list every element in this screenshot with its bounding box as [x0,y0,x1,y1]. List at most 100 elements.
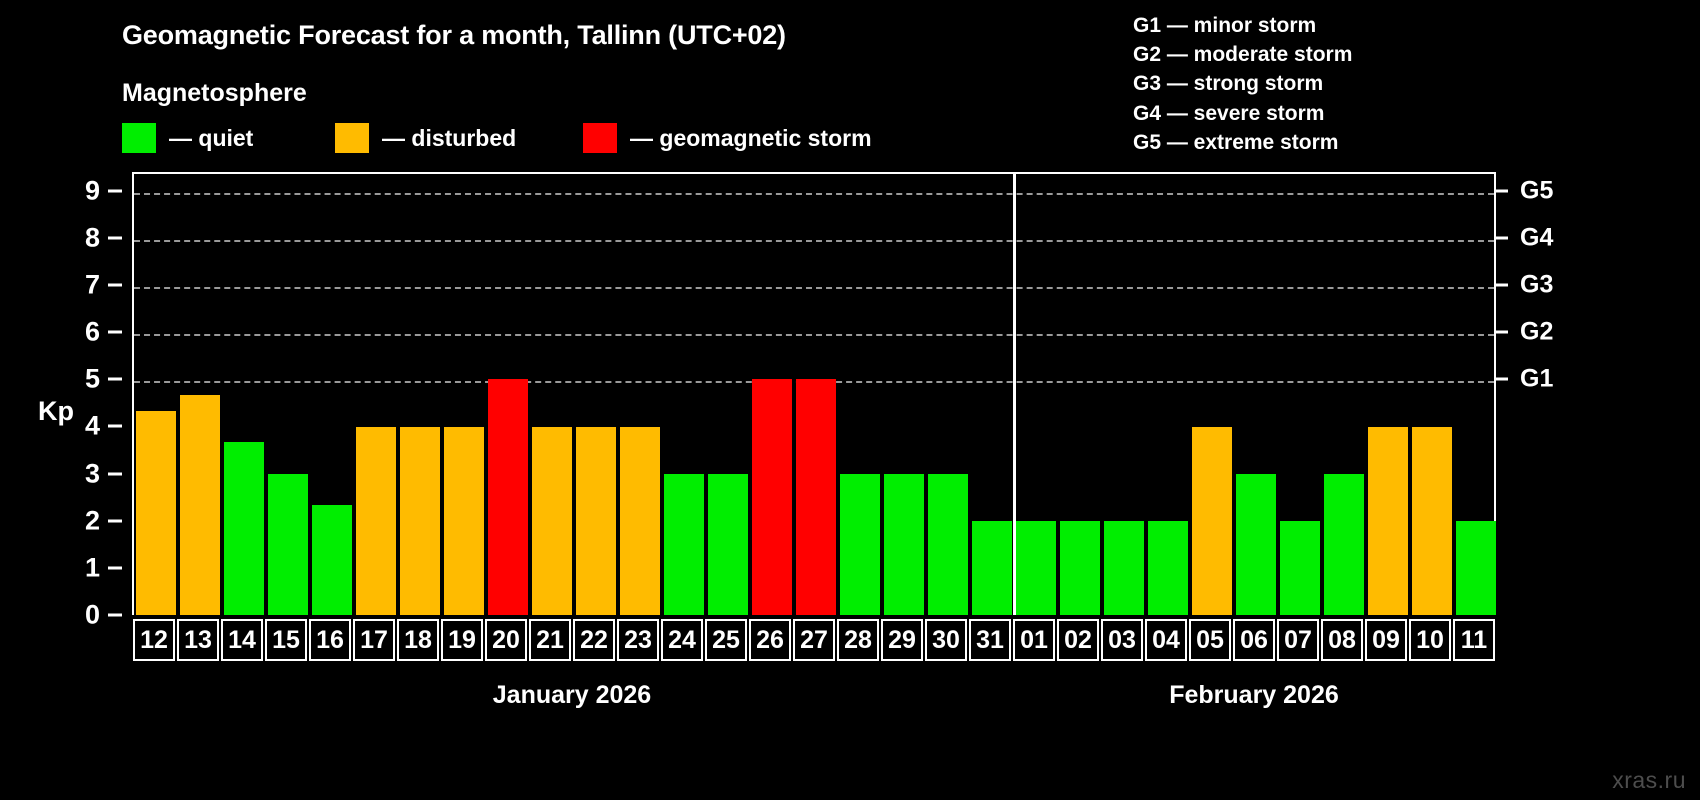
day-label-16[interactable]: 16 [309,619,351,661]
bar-day-21[interactable] [532,426,572,615]
legend-item-disturbed: — disturbed [335,123,516,153]
bar-day-07[interactable] [1280,520,1320,615]
bar-day-19[interactable] [444,426,484,615]
y-tick-kp-4 [108,424,122,428]
legend-swatch-quiet [122,123,156,153]
day-label-26[interactable]: 26 [749,619,791,661]
day-label-row: 12 13 14 15 16 17 18 19 20 21 22 23 24 25 26 27 28 29 30 31… [132,619,1496,661]
bar-day-17[interactable] [356,426,396,615]
day-label-11[interactable]: 11 [1453,619,1495,661]
day-label-04[interactable]: 04 [1145,619,1187,661]
y-tick-kp-8 [108,236,122,240]
day-label-15[interactable]: 15 [265,619,307,661]
bar-day-24[interactable] [664,473,704,615]
day-label-06[interactable]: 06 [1233,619,1275,661]
bar-day-11[interactable] [1456,520,1496,615]
g-scale-notes: G1 — minor storm G2 — moderate storm G3 — … [1133,11,1352,157]
bar-day-15[interactable] [268,473,308,615]
day-label-10[interactable]: 10 [1409,619,1451,661]
bar-day-02[interactable] [1060,520,1100,615]
gridline-kp-9 [134,192,1494,195]
day-label-28[interactable]: 28 [837,619,879,661]
y-axis-kp: Kp 0 1 2 3 4 5 6 7 8 9 [0,0,132,800]
g-note-2: G2 — moderate storm [1133,43,1353,67]
day-label-08[interactable]: 08 [1321,619,1363,661]
legend-swatch-storm [583,123,617,153]
y-tick-kp-1 [108,566,122,570]
bar-day-16[interactable] [312,505,352,615]
bar-day-25[interactable] [708,473,748,615]
day-label-09[interactable]: 09 [1365,619,1407,661]
legend-label-quiet: — quiet [169,124,254,151]
bar-day-18[interactable] [400,426,440,615]
day-label-21[interactable]: 21 [529,619,571,661]
bar-day-13[interactable] [180,394,220,615]
y-tick-kp-5 [108,377,122,381]
bar-day-23[interactable] [620,426,660,615]
bar-day-31[interactable] [972,520,1012,615]
bar-day-12[interactable] [136,410,176,615]
y-tick-kp-3 [108,472,122,476]
day-label-22[interactable]: 22 [573,619,615,661]
day-label-31[interactable]: 31 [969,619,1011,661]
bar-day-29[interactable] [884,473,924,615]
day-label-13[interactable]: 13 [177,619,219,661]
day-label-02[interactable]: 02 [1057,619,1099,661]
day-label-07[interactable]: 07 [1277,619,1319,661]
bar-day-09[interactable] [1368,426,1408,615]
bar-day-28[interactable] [840,473,880,615]
y-label-kp-4: 4 [84,410,100,441]
legend-item-quiet: — quiet [122,123,253,153]
bar-day-03[interactable] [1104,520,1144,615]
y-label-G2: G2 [1520,317,1554,346]
bar-day-08[interactable] [1324,473,1364,615]
bar-day-20[interactable] [488,379,528,615]
y-label-G4: G4 [1520,223,1554,252]
day-label-24[interactable]: 24 [661,619,703,661]
bar-day-05[interactable] [1192,426,1232,615]
gridline-kp-7 [134,287,1494,290]
y-label-kp-7: 7 [84,269,100,300]
bar-day-26[interactable] [752,379,792,615]
y-label-kp-2: 2 [84,505,100,536]
y-label-kp-1: 1 [84,552,100,583]
day-label-30[interactable]: 30 [925,619,967,661]
y-label-G1: G1 [1520,364,1554,393]
y-tick-g-G5 [1496,189,1508,193]
day-label-03[interactable]: 03 [1101,619,1143,661]
day-label-18[interactable]: 18 [397,619,439,661]
y-label-kp-5: 5 [84,363,100,394]
month-divider [1012,174,1016,615]
y-tick-kp-2 [108,519,122,523]
gridline-kp-8 [134,239,1494,242]
y-axis-title: Kp [38,396,74,426]
day-label-25[interactable]: 25 [705,619,747,661]
day-label-01[interactable]: 01 [1013,619,1055,661]
day-label-27[interactable]: 27 [793,619,835,661]
bar-day-01[interactable] [1016,520,1056,615]
day-label-12[interactable]: 12 [133,619,175,661]
bar-day-06[interactable] [1236,473,1276,615]
month-caption-february: February 2026 [1169,681,1339,709]
day-label-17[interactable]: 17 [353,619,395,661]
bar-day-30[interactable] [928,473,968,615]
y-tick-kp-9 [108,189,122,193]
day-label-19[interactable]: 19 [441,619,483,661]
day-label-20[interactable]: 20 [485,619,527,661]
plot-area [132,172,1496,615]
bar-day-10[interactable] [1412,426,1452,615]
y-tick-g-G3 [1496,283,1508,287]
day-label-23[interactable]: 23 [617,619,659,661]
day-label-29[interactable]: 29 [881,619,923,661]
bar-day-14[interactable] [224,442,264,615]
day-label-05[interactable]: 05 [1189,619,1231,661]
y-tick-kp-6 [108,330,122,334]
bar-day-04[interactable] [1148,520,1188,615]
day-label-14[interactable]: 14 [221,619,263,661]
y-tick-g-G4 [1496,236,1508,240]
y-tick-kp-0 [108,613,122,617]
bar-day-27[interactable] [796,379,836,615]
bar-day-22[interactable] [576,426,616,615]
y-label-kp-9: 9 [84,175,100,206]
y-label-G5: G5 [1520,176,1554,205]
